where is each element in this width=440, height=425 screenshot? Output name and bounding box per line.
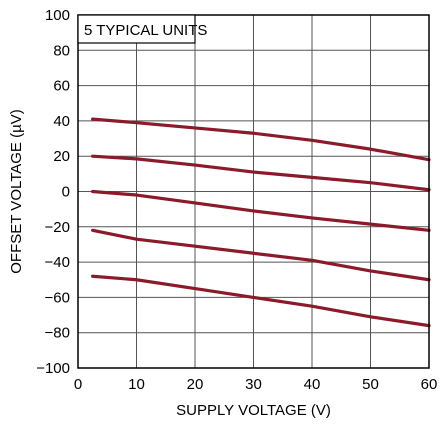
y-tick-label: 60: [53, 78, 70, 95]
x-tick-label: 0: [74, 376, 82, 393]
grid: [78, 15, 429, 368]
x-tick-label: 60: [421, 376, 438, 393]
y-tick-label: −40: [45, 254, 70, 271]
plot-frame: [77, 14, 430, 369]
annotation-box: [77, 14, 196, 44]
y-tick-label: −100: [36, 360, 70, 377]
x-tick-label: 40: [304, 376, 321, 393]
y-tick-labels: −100 −80 −60 −40 −20 0 20 40 60 80 100: [36, 7, 70, 377]
y-tick-label: 100: [45, 7, 70, 24]
series-line-1: [91, 117, 431, 162]
y-tick-label: −60: [45, 289, 70, 306]
x-tick-label: 50: [362, 376, 379, 393]
series-line-5: [91, 274, 431, 328]
series-line-2: [91, 154, 431, 192]
x-tick-label: 20: [187, 376, 204, 393]
y-axis-title: OFFSET VOLTAGE (µV): [8, 109, 25, 274]
y-tick-label: 20: [53, 148, 70, 165]
y-tick-label: 0: [62, 184, 70, 201]
x-tick-labels: 0 10 20 30 40 50 60: [74, 376, 438, 393]
data-lines: [91, 117, 431, 328]
x-tick-label: 10: [128, 376, 145, 393]
series-line-3: [91, 189, 431, 232]
annotation-label: 5 TYPICAL UNITS: [84, 22, 207, 39]
x-tick-label: 30: [245, 376, 262, 393]
y-tick-label: 80: [53, 42, 70, 59]
series-line-4: [91, 228, 431, 282]
y-tick-label: −20: [45, 219, 70, 236]
y-tick-label: −80: [45, 325, 70, 342]
y-tick-label: 40: [53, 113, 70, 130]
x-axis-title: SUPPLY VOLTAGE (V): [176, 402, 331, 419]
